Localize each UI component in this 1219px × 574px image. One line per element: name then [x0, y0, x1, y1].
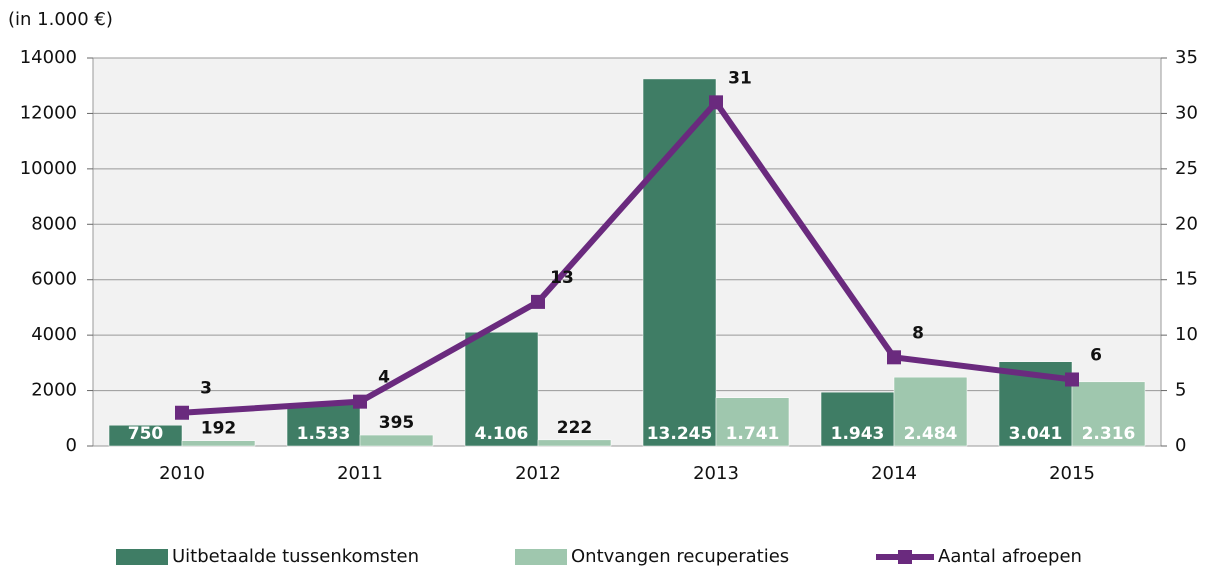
line-marker	[353, 394, 367, 409]
legend-marker	[898, 550, 912, 564]
data-label: 750	[128, 424, 164, 444]
data-label: 3.041	[1009, 424, 1063, 444]
data-label: 222	[557, 418, 593, 438]
data-label: 4.106	[475, 424, 529, 444]
bar	[820, 391, 895, 447]
data-label: 1.741	[726, 424, 780, 444]
x-tick-label: 2012	[515, 463, 561, 484]
y-tick-label: 6000	[31, 269, 77, 290]
y2-tick-label: 30	[1175, 102, 1198, 123]
x-tick-label: 2015	[1049, 463, 1095, 484]
legend-label: Ontvangen recuperaties	[571, 546, 789, 567]
bar	[286, 403, 361, 447]
bar	[893, 376, 968, 447]
line-marker	[709, 95, 723, 110]
y2-tick-label: 20	[1175, 213, 1198, 234]
data-label: 13	[550, 268, 574, 288]
data-label: 395	[379, 413, 415, 433]
bar	[181, 440, 256, 447]
y2-tick-label: 15	[1175, 269, 1198, 290]
data-label: 1.943	[831, 424, 885, 444]
data-label: 8	[912, 323, 924, 343]
y-tick-label: 10000	[20, 158, 77, 179]
bar	[464, 331, 539, 447]
data-label: 192	[201, 419, 237, 439]
x-tick-label: 2013	[693, 463, 739, 484]
data-label: 1.533	[297, 424, 351, 444]
line-marker	[1065, 372, 1079, 387]
data-label: 2.484	[904, 424, 958, 444]
line-marker	[887, 350, 901, 365]
line-marker	[531, 294, 545, 309]
bar	[359, 434, 434, 447]
bar	[108, 424, 183, 447]
y2-tick-label: 10	[1175, 324, 1198, 345]
y-tick-label: 14000	[20, 47, 77, 68]
bar	[1071, 381, 1146, 447]
data-label: 13.245	[647, 424, 713, 444]
legend-label: Aantal afroepen	[938, 546, 1082, 567]
y-tick-label: 8000	[31, 213, 77, 234]
y2-tick-label: 0	[1175, 435, 1186, 456]
y2-tick-label: 5	[1175, 380, 1186, 401]
y-tick-label: 4000	[31, 324, 77, 345]
line-marker	[175, 405, 189, 420]
bar	[715, 397, 790, 447]
x-tick-label: 2010	[159, 463, 205, 484]
legend-label: Uitbetaalde tussenkomsten	[172, 546, 419, 567]
x-tick-label: 2011	[337, 463, 383, 484]
legend-swatch	[116, 549, 168, 565]
y-tick-label: 12000	[20, 102, 77, 123]
y-tick-label: 0	[66, 435, 77, 456]
y2-tick-label: 35	[1175, 47, 1198, 68]
bar	[537, 439, 612, 447]
line	[181, 97, 1073, 416]
data-label: 6	[1090, 345, 1102, 365]
bar	[642, 78, 717, 447]
legend-swatch	[515, 549, 567, 565]
data-label: 2.316	[1082, 424, 1136, 444]
chart-subtitle: (in 1.000 €)	[8, 9, 113, 30]
data-label: 31	[728, 68, 752, 88]
x-tick-label: 2014	[871, 463, 917, 484]
y2-tick-label: 25	[1175, 158, 1198, 179]
data-label: 4	[378, 368, 390, 388]
data-label: 3	[200, 379, 212, 399]
plot-area	[92, 57, 1162, 447]
y-tick-label: 2000	[31, 380, 77, 401]
